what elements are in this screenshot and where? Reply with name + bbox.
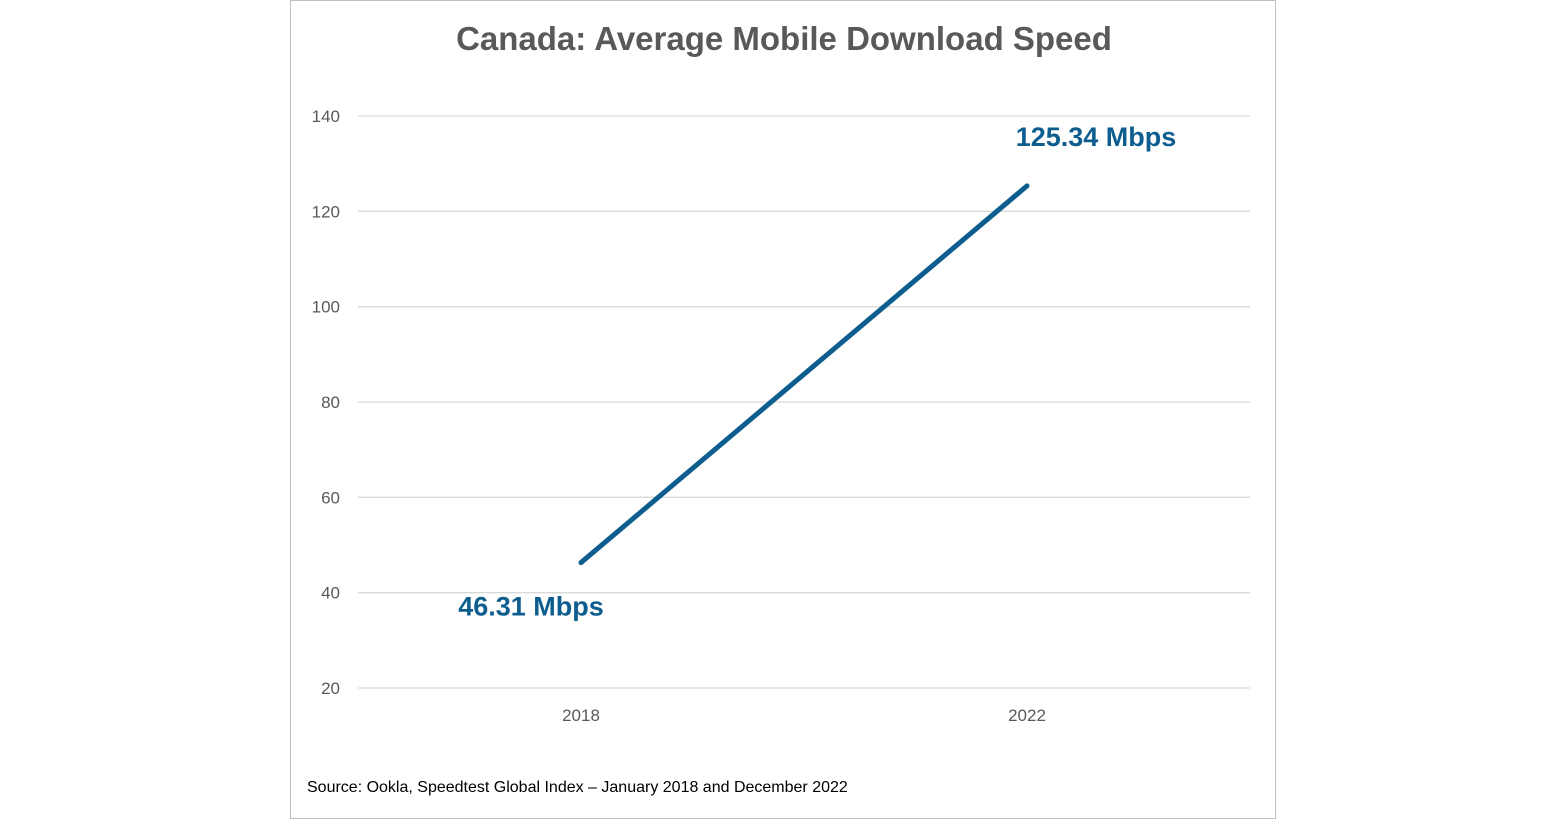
x-tick-label: 2018	[562, 706, 600, 725]
chart-title: Canada: Average Mobile Download Speed	[456, 20, 1112, 57]
data-label: 46.31 Mbps	[458, 592, 604, 622]
y-tick-label: 40	[321, 584, 340, 603]
y-tick-label: 140	[312, 107, 340, 126]
y-tick-label: 20	[321, 679, 340, 698]
y-tick-label: 100	[312, 298, 340, 317]
x-tick-label: 2022	[1008, 706, 1046, 725]
source-note: Source: Ookla, Speedtest Global Index – …	[307, 779, 848, 796]
data-label: 125.34 Mbps	[1016, 122, 1177, 152]
y-tick-label: 80	[321, 393, 340, 412]
series-line	[578, 183, 1030, 566]
y-tick-label: 60	[321, 488, 340, 507]
chart-frame	[290, 0, 1276, 819]
y-tick-label: 120	[312, 202, 340, 221]
